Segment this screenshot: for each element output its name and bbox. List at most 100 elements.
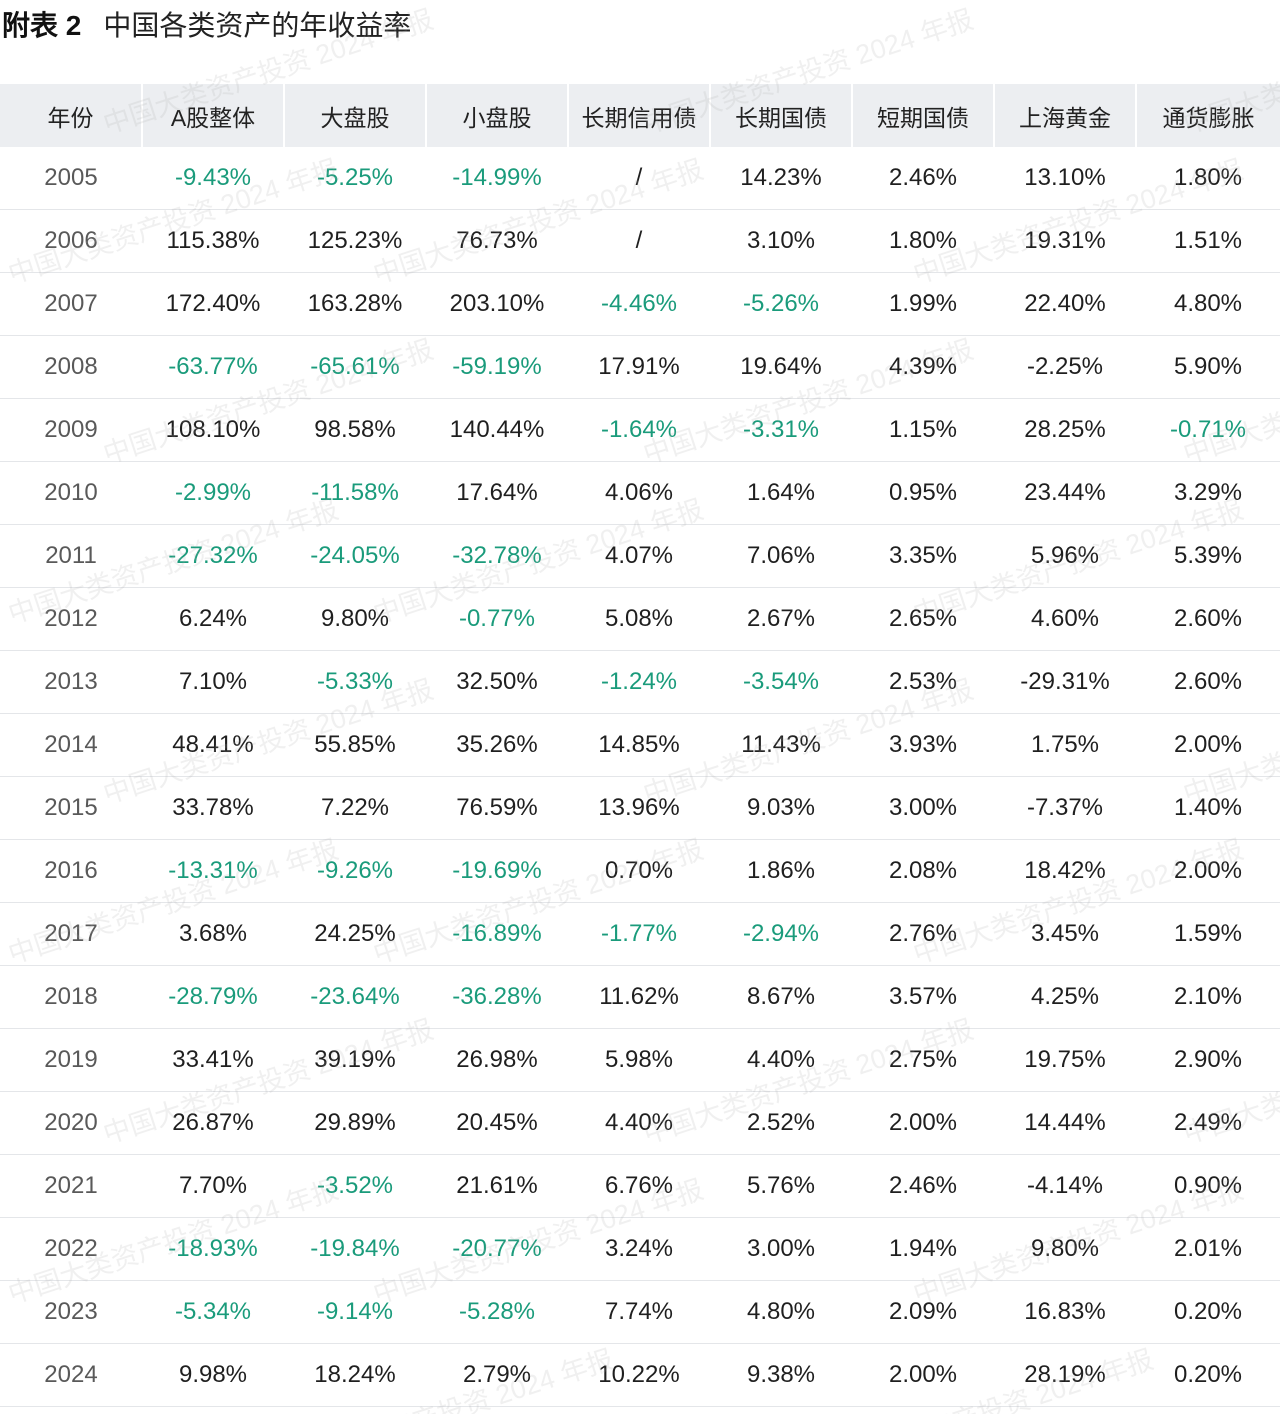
return-cell: 1.80% (1136, 147, 1280, 210)
return-cell: 7.74% (568, 1280, 710, 1344)
return-cell: 5.98% (568, 1028, 710, 1092)
return-cell: -5.28% (426, 1280, 568, 1344)
return-cell: 10.22% (568, 1343, 710, 1407)
return-cell: 3.35% (852, 524, 994, 588)
return-cell: 2.52% (710, 1091, 852, 1155)
return-cell: 35.26% (426, 713, 568, 777)
return-cell: 3.00% (710, 1217, 852, 1281)
return-cell: 2.00% (852, 1091, 994, 1155)
year-cell: 2018 (0, 965, 142, 1029)
return-cell: -1.64% (568, 398, 710, 462)
year-cell: 2012 (0, 587, 142, 651)
column-header-6: 短期国债 (852, 84, 995, 147)
return-cell: 3.10% (710, 209, 852, 273)
year-cell: 2011 (0, 524, 142, 588)
return-cell: 6.76% (568, 1154, 710, 1218)
return-cell: 7.10% (142, 650, 284, 714)
column-header-3: 小盘股 (426, 84, 569, 147)
return-cell: 4.80% (1136, 272, 1280, 336)
return-cell: 33.41% (142, 1028, 284, 1092)
return-cell: 2.79% (426, 1343, 568, 1407)
column-header-2: 大盘股 (284, 84, 427, 147)
return-cell: -24.05% (284, 524, 426, 588)
return-cell: 55.85% (284, 713, 426, 777)
return-cell: 32.50% (426, 650, 568, 714)
return-cell: -19.69% (426, 839, 568, 903)
year-cell: 2019 (0, 1028, 142, 1092)
return-cell: 16.83% (994, 1280, 1136, 1344)
return-cell: -16.89% (426, 902, 568, 966)
return-cell: 1.86% (710, 839, 852, 903)
return-cell: 1.59% (1136, 902, 1280, 966)
return-cell: -0.71% (1136, 398, 1280, 462)
return-cell: 76.73% (426, 209, 568, 273)
return-cell: 2.00% (1136, 839, 1280, 903)
return-cell: -32.78% (426, 524, 568, 588)
return-cell: -14.99% (426, 147, 568, 210)
return-cell: 48.41% (142, 713, 284, 777)
return-cell: 2.09% (852, 1280, 994, 1344)
return-cell: 163.28% (284, 272, 426, 336)
return-cell: 23.44% (994, 461, 1136, 525)
year-cell: 2021 (0, 1154, 142, 1218)
year-cell: 2005 (0, 147, 142, 210)
return-cell: 3.68% (142, 902, 284, 966)
return-cell: 3.24% (568, 1217, 710, 1281)
return-cell: 11.43% (710, 713, 852, 777)
table-row: 2009 108.10% 98.58% 140.44% -1.64% -3.31% 1.15… (0, 398, 1280, 462)
table-body: 2005 -9.43% -5.25% -14.99%/14.23% 2.46% 13.10… (0, 147, 1280, 1407)
column-header-4: 长期信用债 (568, 84, 711, 147)
return-cell: 1.80% (852, 209, 994, 273)
return-cell: 9.80% (284, 587, 426, 651)
return-cell: -63.77% (142, 335, 284, 399)
return-cell: 4.80% (710, 1280, 852, 1344)
return-cell: 2.08% (852, 839, 994, 903)
return-cell: 2.46% (852, 147, 994, 210)
table-row: 2014 48.41% 55.85% 35.26% 14.85% 11.43% 3.93% 1… (0, 713, 1280, 777)
return-cell: 13.10% (994, 147, 1136, 210)
year-cell: 2007 (0, 272, 142, 336)
return-cell: -27.32% (142, 524, 284, 588)
table-row: 2023 -5.34% -9.14% -5.28% 7.74% 4.80% 2.09% 16.… (0, 1280, 1280, 1344)
return-cell: -3.54% (710, 650, 852, 714)
table-number-label: 附表 2 (2, 10, 82, 41)
return-cell: -9.14% (284, 1280, 426, 1344)
table-row: 2012 6.24% 9.80% -0.77% 5.08% 2.67% 2.65% 4.60%… (0, 587, 1280, 651)
return-cell: 2.67% (710, 587, 852, 651)
return-cell: 17.91% (568, 335, 710, 399)
return-cell: 1.64% (710, 461, 852, 525)
return-cell: 8.67% (710, 965, 852, 1029)
return-cell: -11.58% (284, 461, 426, 525)
table-row: 2019 33.41% 39.19% 26.98% 5.98% 4.40% 2.75% 19.… (0, 1028, 1280, 1092)
table-row: 2016 -13.31% -9.26% -19.69% 0.70% 1.86% 2.08% 1… (0, 839, 1280, 903)
table-row: 2022 -18.93% -19.84% -20.77% 3.24% 3.00% 1.94%… (0, 1217, 1280, 1281)
return-cell: 4.60% (994, 587, 1136, 651)
return-cell: -9.26% (284, 839, 426, 903)
return-cell: -0.77% (426, 587, 568, 651)
return-cell: -5.33% (284, 650, 426, 714)
table-row: 2010 -2.99% -11.58% 17.64% 4.06% 1.64% 0.95% 23… (0, 461, 1280, 525)
return-cell: -18.93% (142, 1217, 284, 1281)
return-cell: 5.39% (1136, 524, 1280, 588)
return-cell: 5.90% (1136, 335, 1280, 399)
return-cell: 2.60% (1136, 587, 1280, 651)
return-cell: 19.31% (994, 209, 1136, 273)
return-cell: 0.90% (1136, 1154, 1280, 1218)
return-cell: 4.40% (710, 1028, 852, 1092)
return-cell: 7.22% (284, 776, 426, 840)
return-cell: 5.08% (568, 587, 710, 651)
return-cell: 1.15% (852, 398, 994, 462)
return-cell: 76.59% (426, 776, 568, 840)
year-cell: 2013 (0, 650, 142, 714)
return-cell: 2.65% (852, 587, 994, 651)
return-cell: 4.39% (852, 335, 994, 399)
return-cell: 14.44% (994, 1091, 1136, 1155)
return-cell: 14.85% (568, 713, 710, 777)
return-cell: 1.99% (852, 272, 994, 336)
return-cell: -20.77% (426, 1217, 568, 1281)
return-cell: 28.19% (994, 1343, 1136, 1407)
return-cell: 3.93% (852, 713, 994, 777)
table-title: 中国各类资产的年收益率 (103, 10, 412, 41)
column-header-1: A股整体 (142, 84, 285, 147)
return-cell: 5.76% (710, 1154, 852, 1218)
